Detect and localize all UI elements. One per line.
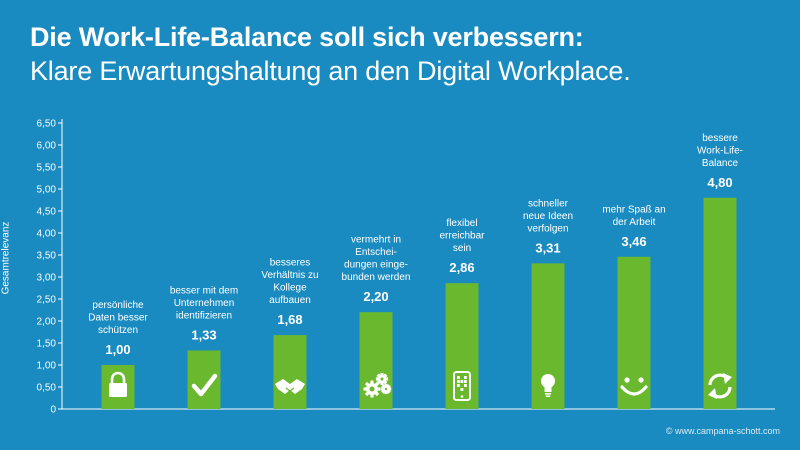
category-label: Verhältnis zu — [261, 270, 318, 281]
category-label: Unternehmen — [174, 298, 235, 309]
y-tick-label: 4,00 — [37, 229, 57, 240]
y-tick-label: 0,50 — [37, 383, 57, 394]
category-label: Work-Life- — [697, 145, 743, 156]
data-label: 3,31 — [535, 240, 560, 255]
y-tick-label: 2,00 — [37, 317, 57, 328]
y-tick-label: 4,50 — [37, 207, 57, 218]
bar — [187, 350, 221, 409]
chart-subtitle: Klare Erwartungshaltung an den Digital W… — [30, 56, 631, 86]
data-label: 1,68 — [277, 312, 302, 327]
category-label: persönliche — [92, 300, 144, 311]
y-tick-label: 6,50 — [37, 119, 57, 130]
category-label: besser mit dem — [170, 285, 238, 296]
checkmark-icon — [191, 373, 218, 397]
data-label: 2,86 — [449, 260, 474, 275]
data-label: 4,80 — [707, 175, 732, 190]
y-tick-label: 3,00 — [37, 273, 57, 284]
y-tick-label: 5,50 — [37, 163, 57, 174]
data-label: 1,33 — [191, 327, 216, 342]
category-label: der Arbeit — [613, 217, 656, 228]
category-label: bessere — [702, 133, 738, 144]
y-tick-label: 6,00 — [37, 141, 57, 152]
y-tick-label: 1,00 — [37, 361, 57, 372]
y-tick-label: 0 — [50, 405, 56, 416]
category-label: besseres — [270, 258, 311, 269]
category-label: vermehrt in — [351, 235, 401, 246]
lightbulb-icon — [541, 374, 555, 397]
bar — [617, 256, 651, 409]
data-label: 3,46 — [621, 234, 646, 249]
category-label: bunden werden — [342, 272, 411, 283]
chart-title: Die Work-Life-Balance soll sich verbesse… — [30, 22, 584, 52]
y-tick-label: 2,50 — [37, 295, 57, 306]
y-tick-label: 1,50 — [37, 339, 57, 350]
category-label: neue Ideen — [523, 211, 573, 222]
category-label: erreichbar — [439, 231, 485, 242]
category-label: identifizieren — [176, 310, 232, 321]
smiley-icon — [620, 377, 648, 396]
category-label: Balance — [702, 158, 739, 169]
category-label: schneller — [528, 198, 569, 209]
category-label: flexibel — [446, 218, 477, 229]
smartphone-icon — [453, 371, 471, 401]
category-label: dungen einge- — [344, 260, 408, 271]
bar — [273, 335, 307, 409]
category-label: Daten besser — [88, 313, 148, 324]
y-tick-label: 5,00 — [37, 185, 57, 196]
refresh-icon — [708, 373, 732, 399]
category-label: Kollege — [273, 283, 307, 294]
category-label: mehr Spaß an — [602, 204, 665, 215]
gears-icon — [363, 372, 392, 398]
data-label: 1,00 — [105, 342, 130, 357]
data-label: 2,20 — [363, 289, 388, 304]
category-label: aufbauen — [269, 295, 311, 306]
handshake-icon — [275, 379, 305, 394]
category-label: Entschei- — [355, 247, 397, 258]
category-label: verfolgen — [527, 223, 568, 234]
category-label: sein — [453, 243, 471, 254]
copyright-text: © www.campana-schott.com — [665, 426, 780, 436]
y-tick-label: 3,50 — [37, 251, 57, 262]
category-label: schützen — [98, 325, 138, 336]
lock-icon — [109, 371, 127, 397]
